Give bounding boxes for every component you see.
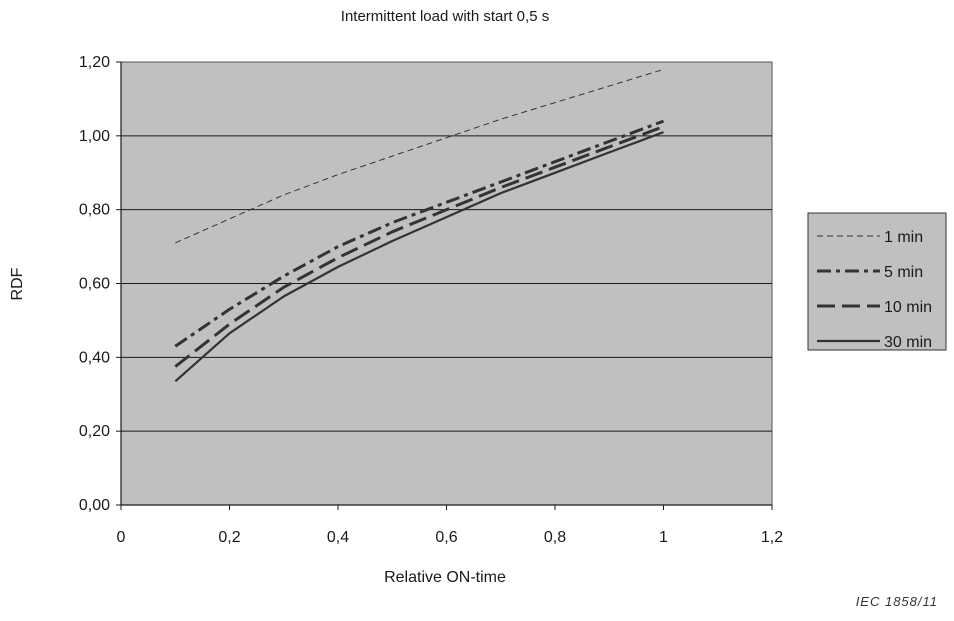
x-tick-label: 0,8 [544, 529, 566, 546]
x-tick-label: 0 [117, 529, 126, 546]
x-axis-label: Relative ON-time [384, 569, 506, 586]
y-tick-label: 1,20 [79, 54, 110, 71]
y-tick-label: 0,40 [79, 349, 110, 366]
y-axis-ticks: 0,00 0,20 0,40 0,60 0,80 1,00 1,20 [79, 54, 121, 514]
figure-id: IEC 1858/11 [855, 594, 938, 609]
x-axis-ticks: 0 0,2 0,4 0,6 0,8 1 1,2 [117, 505, 783, 546]
legend: 1 min 5 min 10 min 30 min [807, 212, 947, 351]
y-tick-label: 0,00 [79, 497, 110, 514]
chart-title: Intermittent load with start 0,5 s [341, 8, 549, 25]
y-axis-label: RDF [9, 267, 26, 300]
x-tick-label: 0,6 [435, 529, 457, 546]
legend-box [807, 212, 947, 351]
legend-label: 30 min [884, 334, 932, 351]
series-line-5-min [174, 119, 665, 348]
legend-label: 10 min [884, 299, 932, 316]
x-tick-label: 0,2 [218, 529, 240, 546]
x-tick-label: 1,2 [761, 529, 783, 546]
y-tick-label: 0,80 [79, 202, 110, 219]
series-line-1-min [175, 68, 664, 244]
series-line-10-min [174, 125, 665, 368]
series-lines [174, 68, 665, 383]
y-tick-label: 0,60 [79, 276, 110, 293]
legend-label: 1 min [884, 229, 923, 246]
x-tick-label: 1 [659, 529, 668, 546]
y-tick-label: 0,20 [79, 423, 110, 440]
legend-label: 5 min [884, 264, 923, 281]
series-line-30-min [174, 131, 664, 383]
y-tick-label: 1,00 [79, 128, 110, 145]
x-tick-label: 0,4 [327, 529, 349, 546]
gridlines [121, 135, 772, 432]
